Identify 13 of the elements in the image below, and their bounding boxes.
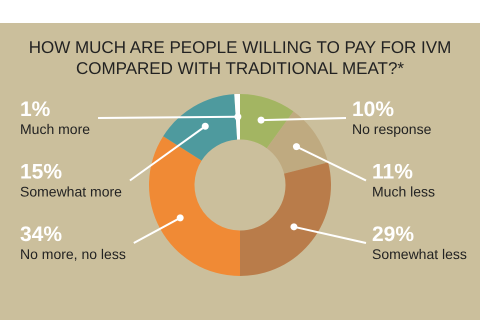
slice-label: No more, no less [20,246,126,262]
data-label: 1% [20,98,51,121]
data-label: 11% [372,160,414,184]
slice-label: Much more [20,121,90,137]
chart-title: HOW MUCH ARE PEOPLE WILLING TO PAY FOR IVM COMPARED WITH TRADITIONAL MEAT?* [28,37,452,79]
slice-label: Somewhat less [372,246,467,262]
slice-label: No response [352,121,432,137]
slice-label: Somewhat more [20,184,122,200]
data-label: 29% [372,223,414,246]
data-label: 34% [20,223,62,246]
data-label: 10% [352,98,394,121]
data-label: 15% [20,160,62,184]
slice-label: Much less [372,184,436,200]
